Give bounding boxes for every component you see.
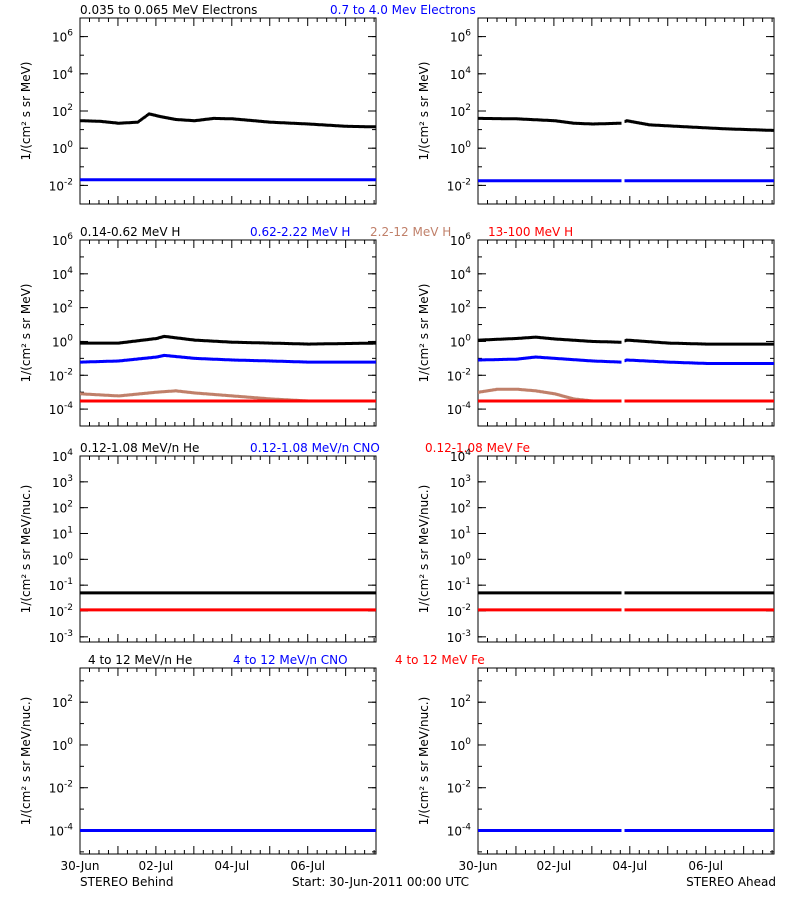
y-tick-label: 106 — [52, 232, 73, 248]
footer-center-label: Start: 30-Jun-2011 00:00 UTC — [292, 875, 469, 889]
data-series — [80, 334, 376, 346]
legend-entry: 4 to 12 MeV Fe — [395, 653, 485, 667]
legend-entry: 0.12-1.08 MeV/n He — [80, 441, 199, 455]
y-tick-label: 102 — [450, 300, 471, 316]
y-tick-label: 10-3 — [447, 629, 471, 645]
legend-entry: 13-100 MeV H — [488, 225, 573, 239]
plot-frame — [477, 239, 775, 427]
y-tick-label: 102 — [52, 500, 73, 516]
y-tick-label: 106 — [450, 232, 471, 248]
y-tick-label: 106 — [52, 29, 73, 45]
y-tick-label: 10-2 — [49, 177, 73, 193]
y-tick-label: 101 — [450, 526, 471, 542]
y-tick-label: 103 — [52, 474, 73, 490]
y-tick-label: 10-4 — [49, 822, 74, 838]
y-axis-label: 1/(cm² s sr MeV/nuc.) — [19, 697, 33, 826]
y-tick-label: 10-2 — [447, 603, 471, 619]
y-tick-label: 104 — [450, 266, 471, 282]
y-tick-label: 10-2 — [49, 603, 73, 619]
y-tick-label: 106 — [450, 29, 471, 45]
y-tick-label: 10-2 — [49, 780, 73, 796]
plot-frame — [79, 667, 377, 855]
y-tick-label: 10-1 — [447, 577, 471, 593]
y-tick-label: 102 — [450, 103, 471, 119]
y-tick-label: 102 — [52, 103, 73, 119]
plot-frame — [477, 667, 775, 855]
legend-entry: 4 to 12 MeV/n He — [88, 653, 192, 667]
y-tick-label: 10-2 — [447, 780, 471, 796]
y-tick-label: 101 — [52, 526, 73, 542]
y-tick-label: 100 — [450, 333, 471, 349]
x-tick-label: 30-Jun — [60, 859, 99, 873]
plot-frame — [79, 17, 377, 205]
y-tick-label: 100 — [52, 333, 73, 349]
x-tick-label: 02-Jul — [537, 859, 572, 873]
data-series — [80, 112, 376, 129]
legend-entry: 4 to 12 MeV/n CNO — [233, 653, 348, 667]
y-tick-label: 100 — [450, 737, 471, 753]
y-tick-label: 102 — [52, 694, 73, 710]
y-tick-label: 100 — [450, 140, 471, 156]
data-series — [80, 353, 376, 364]
y-tick-label: 100 — [52, 737, 73, 753]
legend-entry: 2.2-12 MeV H — [370, 225, 451, 239]
y-axis-label: 1/(cm² s sr MeV/nuc.) — [417, 485, 431, 614]
y-tick-label: 10-2 — [49, 367, 73, 383]
y-tick-label: 104 — [52, 66, 73, 82]
y-axis-label: 1/(cm² s sr MeV) — [19, 284, 33, 383]
y-axis-label: 1/(cm² s sr MeV) — [19, 62, 33, 161]
x-tick-label: 06-Jul — [688, 859, 723, 873]
x-tick-label: 06-Jul — [290, 859, 325, 873]
y-tick-label: 100 — [52, 551, 73, 567]
y-tick-label: 104 — [450, 448, 471, 464]
y-tick-label: 102 — [450, 500, 471, 516]
y-tick-label: 103 — [450, 474, 471, 490]
plot-frame — [477, 455, 775, 643]
x-tick-label: 30-Jun — [458, 859, 497, 873]
y-axis-label: 1/(cm² s sr MeV/nuc.) — [417, 697, 431, 826]
y-tick-label: 100 — [52, 140, 73, 156]
y-axis-label: 1/(cm² s sr MeV) — [417, 62, 431, 161]
y-tick-label: 10-2 — [447, 177, 471, 193]
y-tick-label: 10-4 — [447, 822, 472, 838]
data-series — [478, 116, 774, 132]
x-tick-label: 04-Jul — [214, 859, 249, 873]
data-series — [80, 389, 376, 403]
legend-entry: 0.14-0.62 MeV H — [80, 225, 180, 239]
y-tick-label: 10-4 — [447, 401, 472, 417]
y-tick-label: 10-3 — [49, 629, 73, 645]
legend-entry: 0.035 to 0.065 MeV Electrons — [80, 3, 257, 17]
footer-left-label: STEREO Behind — [80, 875, 174, 889]
data-series — [478, 355, 774, 365]
legend-entry: 0.12-1.08 MeV/n CNO — [250, 441, 380, 455]
legend-entry: 0.62-2.22 MeV H — [250, 225, 350, 239]
y-tick-label: 104 — [52, 448, 73, 464]
y-tick-label: 10-2 — [447, 367, 471, 383]
y-tick-label: 104 — [52, 266, 73, 282]
x-tick-label: 02-Jul — [139, 859, 174, 873]
x-tick-label: 04-Jul — [612, 859, 647, 873]
legend-entry: 0.7 to 4.0 Mev Electrons — [330, 3, 476, 17]
panels-layer: 0.035 to 0.065 MeV Electrons 0.7 to 4.0 M… — [19, 3, 775, 873]
y-axis-label: 1/(cm² s sr MeV) — [417, 284, 431, 383]
plot-frame — [79, 239, 377, 427]
y-axis-label: 1/(cm² s sr MeV/nuc.) — [19, 485, 33, 614]
legend-entry: 0.12-1.08 MeV Fe — [425, 441, 530, 455]
y-tick-label: 102 — [450, 694, 471, 710]
data-series — [478, 387, 774, 403]
plot-frame — [79, 455, 377, 643]
y-tick-label: 10-4 — [49, 401, 74, 417]
plot-frame — [477, 17, 775, 205]
y-tick-label: 104 — [450, 66, 471, 82]
data-series — [478, 335, 774, 346]
y-tick-label: 102 — [52, 300, 73, 316]
footer-right-label: STEREO Ahead — [686, 875, 776, 889]
y-tick-label: 10-1 — [49, 577, 73, 593]
y-tick-label: 100 — [450, 551, 471, 567]
